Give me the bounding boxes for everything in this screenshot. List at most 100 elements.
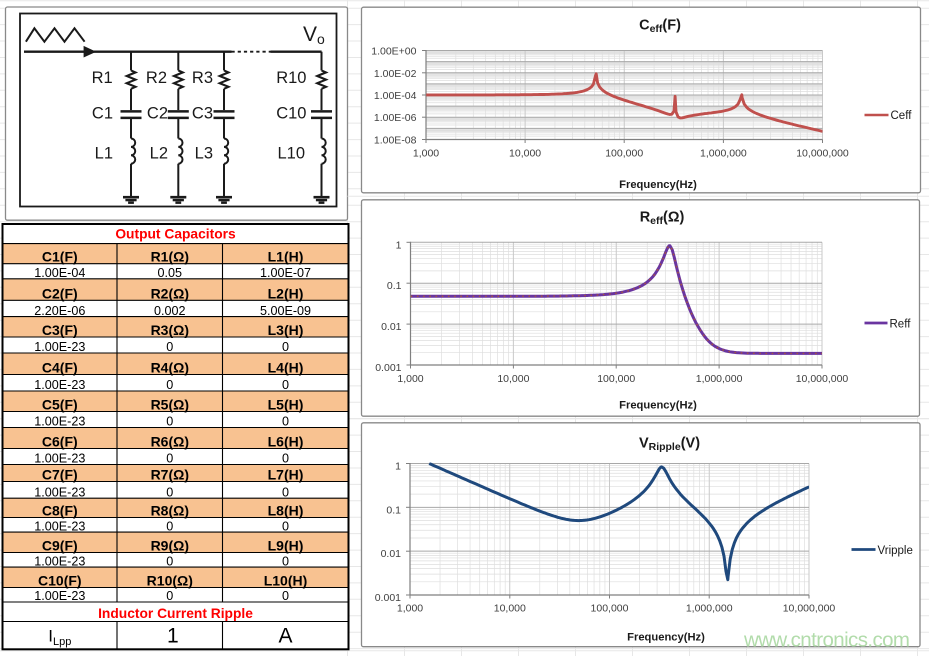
svg-text:C2(F): C2(F) — [42, 285, 78, 301]
svg-text:0: 0 — [282, 554, 289, 568]
svg-text:0.002: 0.002 — [154, 304, 186, 318]
svg-text:L8(H): L8(H) — [268, 503, 304, 519]
svg-text:0: 0 — [166, 485, 173, 499]
svg-text:1: 1 — [395, 461, 401, 473]
svg-text:1,000: 1,000 — [413, 148, 439, 160]
svg-text:L5(H): L5(H) — [268, 397, 304, 413]
svg-text:R3: R3 — [192, 69, 213, 87]
svg-text:1.00E-23: 1.00E-23 — [34, 452, 85, 466]
svg-text:C9(F): C9(F) — [42, 538, 78, 554]
svg-text:L7(H): L7(H) — [268, 467, 304, 483]
svg-text:10,000,000: 10,000,000 — [796, 373, 849, 385]
svg-text:0.1: 0.1 — [387, 280, 402, 292]
svg-text:R9(Ω): R9(Ω) — [151, 538, 189, 554]
svg-text:C6(F): C6(F) — [42, 434, 78, 450]
svg-text:100,000: 100,000 — [591, 603, 629, 615]
svg-text:Reff(Ω): Reff(Ω) — [640, 209, 685, 227]
svg-text:C8(F): C8(F) — [42, 503, 78, 519]
svg-text:1.00E-23: 1.00E-23 — [34, 415, 85, 429]
svg-text:Frequency(Hz): Frequency(Hz) — [619, 400, 697, 412]
svg-text:1.00E-06: 1.00E-06 — [374, 112, 417, 124]
svg-text:C10(F): C10(F) — [38, 573, 82, 589]
svg-text:10,000: 10,000 — [509, 148, 541, 160]
svg-text:1.00E+00: 1.00E+00 — [371, 46, 416, 58]
svg-text:C7(F): C7(F) — [42, 467, 78, 483]
svg-text:0: 0 — [166, 452, 173, 466]
svg-text:1.00E-23: 1.00E-23 — [34, 519, 85, 533]
svg-text:0: 0 — [166, 340, 173, 354]
svg-text:C4(F): C4(F) — [42, 360, 78, 376]
svg-text:L2(H): L2(H) — [268, 285, 304, 301]
svg-text:R8(Ω): R8(Ω) — [151, 503, 189, 519]
svg-text:2.20E-06: 2.20E-06 — [34, 304, 85, 318]
svg-text:1,000,000: 1,000,000 — [700, 148, 747, 160]
svg-text:L10: L10 — [277, 145, 305, 163]
svg-text:10,000,000: 10,000,000 — [796, 148, 849, 160]
svg-text:Frequency(Hz): Frequency(Hz) — [619, 179, 697, 191]
svg-text:1.00E-23: 1.00E-23 — [34, 589, 85, 603]
svg-text:1: 1 — [396, 239, 402, 251]
svg-text:0: 0 — [282, 415, 289, 429]
svg-text:0: 0 — [282, 340, 289, 354]
svg-text:1.00E-23: 1.00E-23 — [34, 340, 85, 354]
svg-text:Vripple: Vripple — [878, 545, 913, 557]
svg-text:1.00E-23: 1.00E-23 — [34, 554, 85, 568]
svg-text:L2: L2 — [150, 145, 168, 163]
svg-text:R6(Ω): R6(Ω) — [151, 434, 189, 450]
svg-text:0: 0 — [282, 378, 289, 392]
svg-text:R10: R10 — [276, 69, 306, 87]
svg-text:0: 0 — [166, 589, 173, 603]
svg-text:C1(F): C1(F) — [42, 249, 78, 265]
svg-text:100,000: 100,000 — [605, 148, 643, 160]
svg-text:10,000: 10,000 — [494, 603, 526, 615]
svg-text:1,000: 1,000 — [397, 373, 423, 385]
svg-text:1.00E-23: 1.00E-23 — [34, 378, 85, 392]
svg-text:R2: R2 — [146, 69, 167, 87]
svg-text:1.00E-07: 1.00E-07 — [260, 266, 311, 280]
svg-text:L3: L3 — [195, 145, 213, 163]
svg-text:C10: C10 — [276, 105, 306, 123]
svg-text:1.00E-08: 1.00E-08 — [374, 135, 417, 147]
svg-text:0: 0 — [282, 589, 289, 603]
svg-text:0.05: 0.05 — [158, 266, 183, 280]
svg-text:0: 0 — [282, 452, 289, 466]
svg-text:0.01: 0.01 — [381, 548, 402, 560]
svg-text:L4(H): L4(H) — [268, 360, 304, 376]
svg-text:L9(H): L9(H) — [268, 538, 304, 554]
svg-text:100,000: 100,000 — [597, 373, 635, 385]
svg-text:L6(H): L6(H) — [268, 434, 304, 450]
svg-text:R4(Ω): R4(Ω) — [151, 360, 189, 376]
svg-text:C2: C2 — [147, 105, 168, 123]
svg-text:1.00E-23: 1.00E-23 — [34, 485, 85, 499]
svg-text:L1(H): L1(H) — [268, 249, 304, 265]
svg-text:1.00E-02: 1.00E-02 — [374, 68, 417, 80]
svg-text:L3(H): L3(H) — [268, 322, 304, 338]
svg-text:Frequency(Hz): Frequency(Hz) — [627, 632, 705, 644]
svg-text:0: 0 — [166, 554, 173, 568]
svg-text:R2(Ω): R2(Ω) — [151, 285, 189, 301]
svg-text:0: 0 — [166, 519, 173, 533]
svg-text:1.00E-04: 1.00E-04 — [374, 90, 417, 102]
svg-text:A: A — [278, 625, 292, 648]
svg-text:Output Capacitors: Output Capacitors — [115, 226, 236, 241]
svg-text:0.001: 0.001 — [375, 592, 401, 604]
svg-text:0: 0 — [282, 519, 289, 533]
svg-text:1,000: 1,000 — [397, 603, 423, 615]
svg-text:Inductor Current Ripple: Inductor Current Ripple — [98, 606, 253, 621]
svg-text:1: 1 — [167, 625, 179, 648]
svg-text:0: 0 — [282, 485, 289, 499]
svg-text:R10(Ω): R10(Ω) — [147, 573, 193, 589]
svg-text:L1: L1 — [95, 145, 113, 163]
svg-text:C3: C3 — [192, 105, 213, 123]
svg-text:1,000,000: 1,000,000 — [686, 603, 733, 615]
svg-text:1,000,000: 1,000,000 — [696, 373, 743, 385]
svg-text:R1: R1 — [92, 69, 113, 87]
svg-text:R5(Ω): R5(Ω) — [151, 397, 189, 413]
svg-text:C5(F): C5(F) — [42, 397, 78, 413]
svg-text:0: 0 — [166, 378, 173, 392]
svg-text:C1: C1 — [92, 105, 113, 123]
svg-text:Ceff: Ceff — [891, 110, 913, 122]
svg-text:C3(F): C3(F) — [42, 322, 78, 338]
svg-text:0: 0 — [166, 415, 173, 429]
svg-text:0.1: 0.1 — [386, 504, 401, 516]
